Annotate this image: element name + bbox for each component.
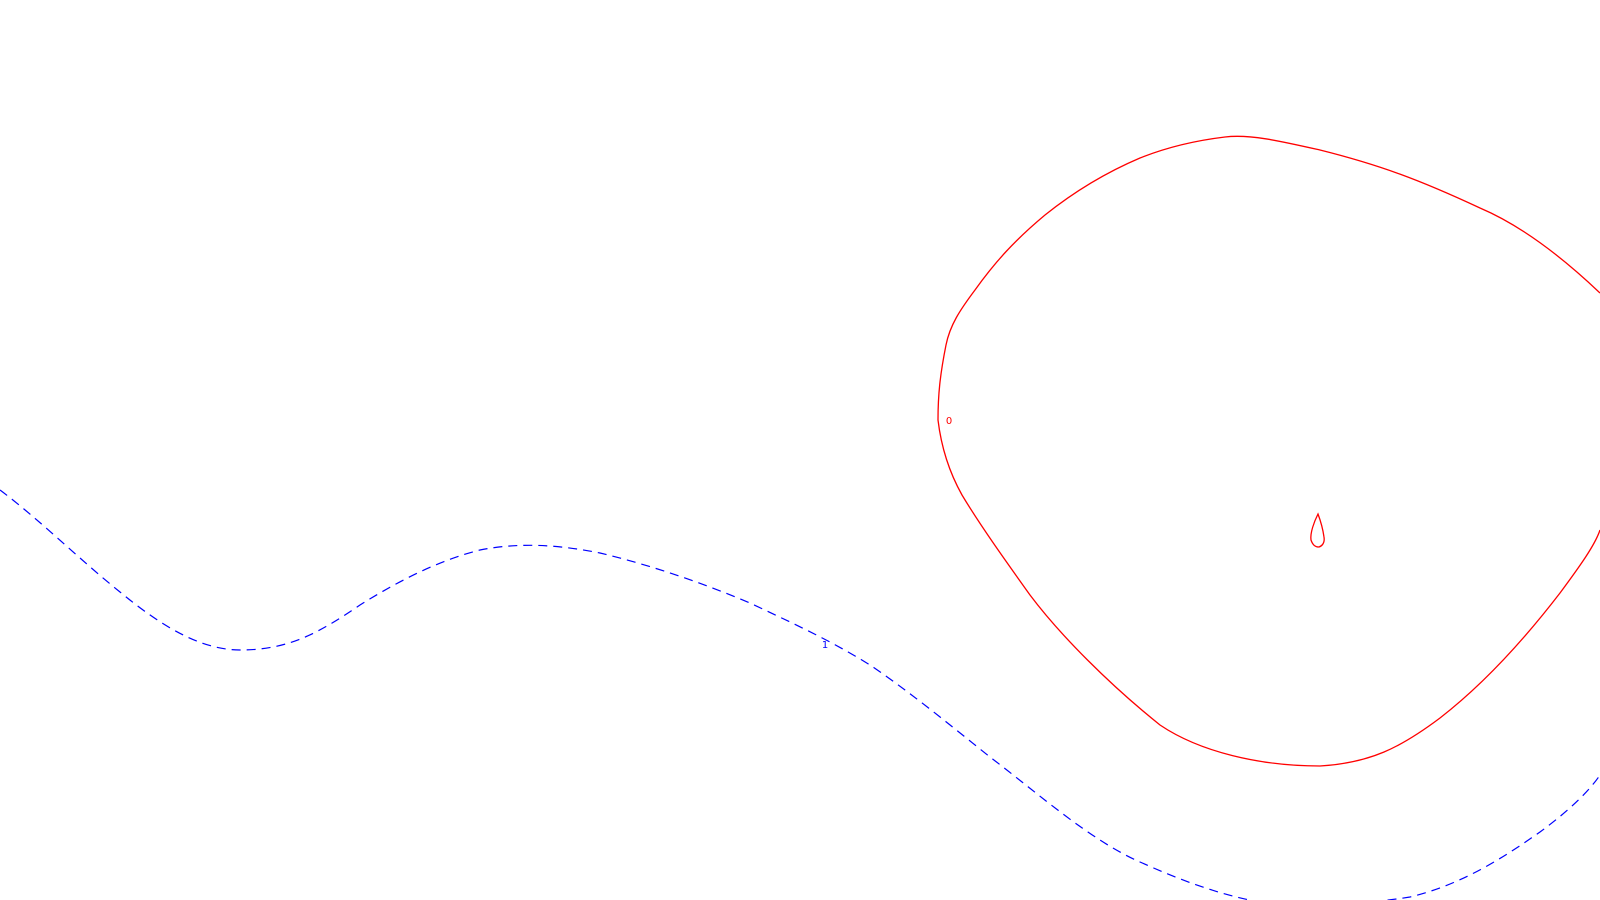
contour-loop-level-0 [1310,512,1325,548]
contour-line-level-0 [937,135,1600,767]
contour-line-level-1 [0,489,1600,900]
contour-label-1: 1 [822,640,828,651]
contour-label-0: 0 [946,416,952,427]
